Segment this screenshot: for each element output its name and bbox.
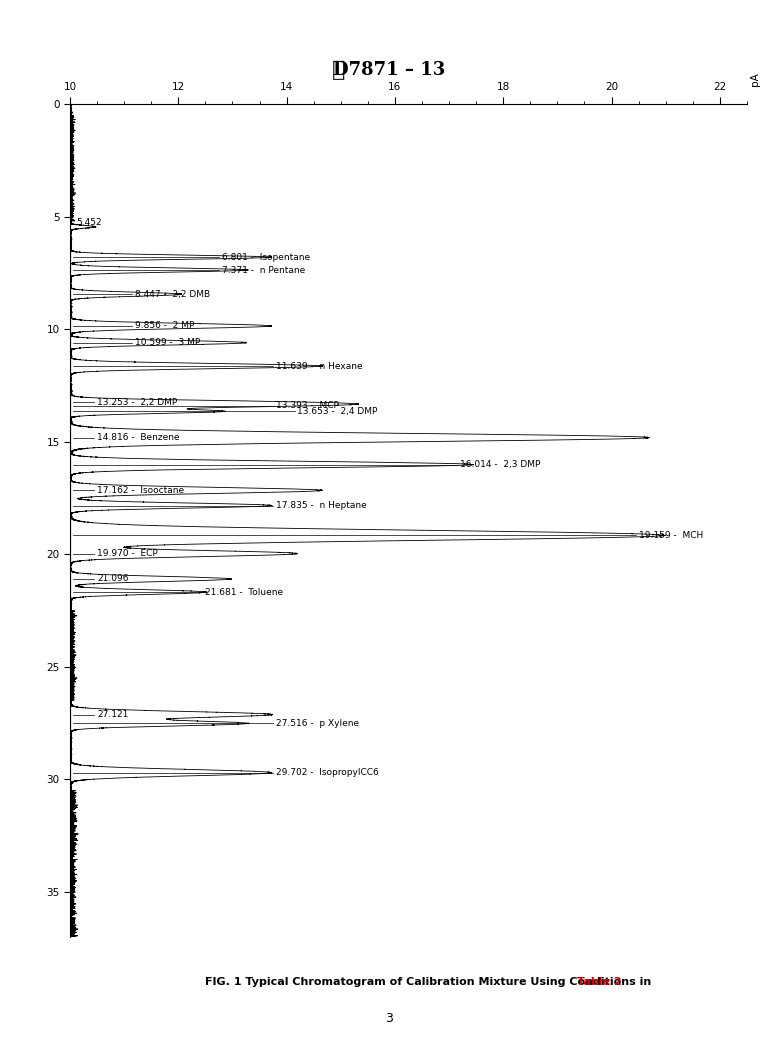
Text: 8.447 -  2,2 DMB: 8.447 - 2,2 DMB	[135, 289, 210, 299]
Text: pA: pA	[749, 72, 759, 86]
Text: 13.653 -  2,4 DMP: 13.653 - 2,4 DMP	[297, 407, 378, 416]
Text: 29.702 -  IsopropylCC6: 29.702 - IsopropylCC6	[275, 768, 379, 778]
Text: D7871 – 13: D7871 – 13	[333, 60, 445, 79]
Text: 11.639 -  n Hexane: 11.639 - n Hexane	[275, 361, 363, 371]
Text: FIG. 1 Typical Chromatogram of Calibration Mixture Using Conditions in Table 2: FIG. 1 Typical Chromatogram of Calibrati…	[142, 976, 636, 987]
Text: 10.599 -  3 MP: 10.599 - 3 MP	[135, 338, 200, 347]
Text: 27.516 -  p Xylene: 27.516 - p Xylene	[275, 719, 359, 728]
Text: 13.253 -  2,2 DMP: 13.253 - 2,2 DMP	[97, 398, 177, 407]
Text: 9.856 -  2 MP: 9.856 - 2 MP	[135, 322, 194, 330]
Text: 27.121: 27.121	[97, 710, 128, 719]
Text: 21.096: 21.096	[97, 575, 128, 583]
Text: 14.816 -  Benzene: 14.816 - Benzene	[97, 433, 180, 442]
Text: 19.159 -  MCH: 19.159 - MCH	[639, 531, 703, 540]
Text: Ⓣ: Ⓣ	[331, 59, 345, 80]
Text: 3: 3	[385, 1012, 393, 1024]
Text: 19.970 -  ECP: 19.970 - ECP	[97, 549, 158, 558]
Text: 17.162 -  Isooctane: 17.162 - Isooctane	[97, 486, 184, 494]
Text: Table 2: Table 2	[577, 976, 622, 987]
Text: FIG. 1 Typical Chromatogram of Calibration Mixture Using Conditions in: FIG. 1 Typical Chromatogram of Calibrati…	[205, 976, 656, 987]
Text: 5.452: 5.452	[76, 218, 102, 227]
Text: 16.014 -  2,3 DMP: 16.014 - 2,3 DMP	[460, 460, 540, 469]
Text: 21.681 -  Toluene: 21.681 - Toluene	[205, 587, 283, 596]
Text: 17.835 -  n Heptane: 17.835 - n Heptane	[275, 501, 366, 510]
Text: 13.393 -  MCP: 13.393 - MCP	[275, 401, 338, 410]
Text: 7.371 -  n Pentane: 7.371 - n Pentane	[222, 265, 305, 275]
Text: 6.801 -  Isopentane: 6.801 - Isopentane	[222, 253, 310, 261]
